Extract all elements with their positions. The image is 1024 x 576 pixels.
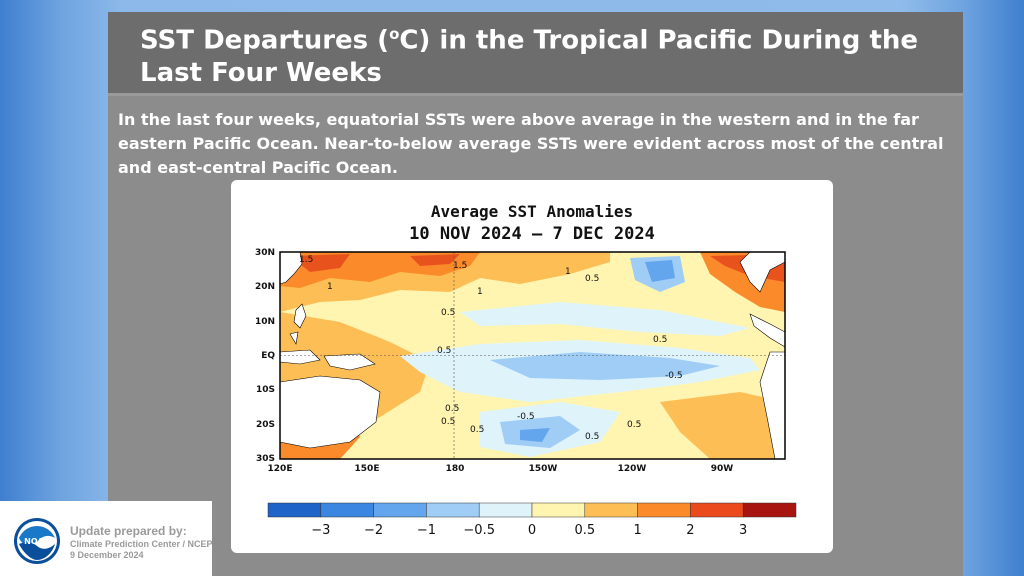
contour-label: 0.5: [437, 346, 451, 356]
lon-label-120w: 120W: [618, 464, 647, 474]
contour-label: 1: [477, 287, 483, 297]
colorbar: −3 −2 −1 −0.5 0 0.5 1 2 3: [267, 502, 797, 538]
footer-organization: Climate Prediction Center / NCEP: [70, 539, 213, 549]
lat-label-20s: 20S: [256, 420, 275, 430]
lon-label-180: 180: [446, 464, 465, 474]
colorbar-swatch: [426, 502, 480, 518]
contour-label: 1: [327, 282, 333, 292]
contour-label: 0.5: [470, 425, 484, 435]
colorbar-swatch: [637, 502, 691, 518]
contour-label: -0.5: [665, 371, 683, 381]
map-frame: [279, 251, 786, 460]
contour-label: 0.5: [445, 404, 459, 414]
contour-label: 0.5: [441, 417, 455, 427]
colorbar-tick-label: −3: [311, 523, 330, 538]
colorbar-swatch: [690, 502, 744, 518]
contour-label: 1.5: [299, 255, 313, 265]
land-philippines: [289, 303, 307, 345]
chart-date-range: 10 NOV 2024 – 7 DEC 2024: [409, 224, 655, 244]
warm-anomaly-se: [660, 392, 785, 459]
hot-spot-nw: [290, 254, 460, 272]
footer-prepared-by: Update prepared by:: [70, 524, 187, 538]
slide-title: SST Departures (oC) in the Tropical Paci…: [140, 25, 919, 88]
cool-anomaly-north: [460, 302, 750, 336]
lat-label-eq: EQ: [261, 351, 275, 361]
chart-title: Average SST Anomalies: [430, 202, 634, 221]
contour-label: 0.5: [585, 274, 599, 284]
colorbar-tick-label: 2: [686, 523, 694, 538]
lon-label-150e: 150E: [355, 464, 380, 474]
contour-label: 0.5: [653, 335, 667, 345]
colorbar-tick-label: 0.5: [574, 523, 595, 538]
colorbar-swatch: [373, 502, 427, 518]
lat-label-30n: 30N: [255, 248, 275, 258]
lat-label-10s: 10S: [256, 385, 275, 395]
contour-label: 0.5: [627, 420, 641, 430]
contour-label: 1.5: [453, 261, 467, 271]
map-plot-area: [279, 251, 786, 460]
contour-label: 0.5: [585, 432, 599, 442]
contour-label: 1: [565, 267, 571, 277]
noaa-logo-text: NOAA: [24, 537, 50, 546]
colorbar-swatch: [742, 502, 797, 518]
colorbar-swatch: [320, 502, 374, 518]
colorbar-tick-label: −0.5: [463, 523, 495, 538]
colorbar-tick-label: −2: [364, 523, 383, 538]
land-australia: [279, 375, 381, 449]
contour-label: 0.5: [441, 308, 455, 318]
colorbar-swatch: [584, 502, 638, 518]
lon-label-90w: 90W: [711, 464, 734, 474]
lon-label-150w: 150W: [529, 464, 558, 474]
contour-label: -0.5: [517, 412, 535, 422]
lat-label-20n: 20N: [255, 282, 275, 292]
lat-label-10n: 10N: [255, 317, 275, 327]
colorbar-swatch: [478, 502, 533, 518]
colorbar-tick-label: 3: [739, 523, 747, 538]
sst-anomaly-map: 30N 20N 10N EQ 10S 20S 30S 120E 150E 180…: [255, 248, 786, 474]
lon-label-120e: 120E: [268, 464, 293, 474]
colorbar-tick-label: 0: [528, 523, 536, 538]
lat-label-30s: 30S: [256, 454, 275, 464]
header-bar: [108, 12, 963, 96]
footer-date: 9 December 2024: [70, 550, 144, 560]
colorbar-swatch: [267, 502, 322, 518]
cool-anomaly-central: [490, 352, 720, 380]
summary-text: In the last four weeks, equatorial SSTs …: [118, 110, 944, 177]
colorbar-tick-label: −1: [417, 523, 436, 538]
colorbar-swatch: [531, 502, 586, 518]
colorbar-tick-label: 1: [633, 523, 641, 538]
cool-spot-ne-core: [645, 260, 675, 282]
cool-spot-south-core: [520, 428, 550, 442]
noaa-logo: NOAA: [14, 518, 60, 564]
land-indonesia: [279, 349, 376, 371]
